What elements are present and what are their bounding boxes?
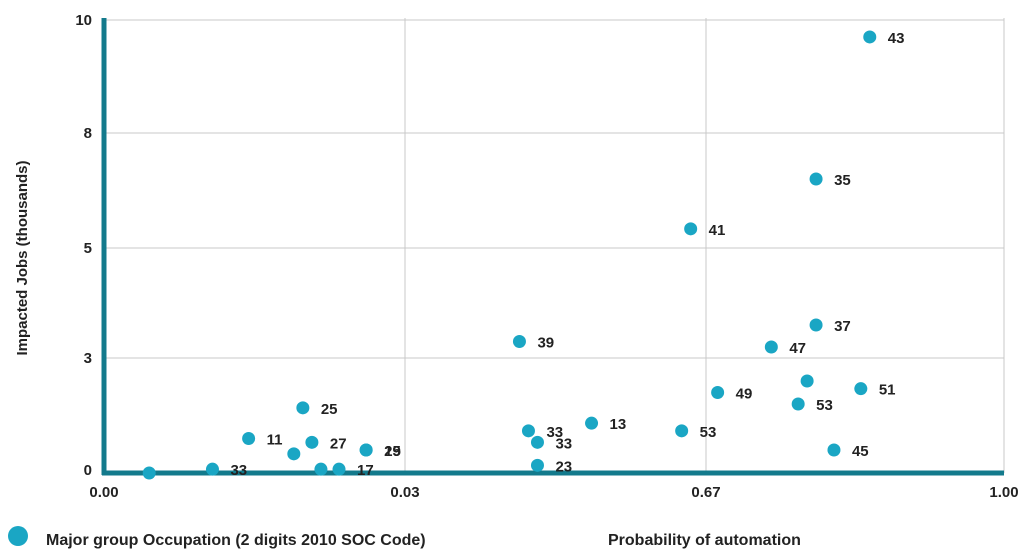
data-point [863,30,877,44]
point-label: 27 [330,435,347,452]
x-tick-label: 0.00 [89,484,118,501]
y-axis-label: Impacted Jobs (thousands) [14,160,31,355]
point-label: 23 [555,458,572,475]
data-point [314,462,328,476]
point-label: 25 [321,401,338,418]
data-point [764,340,778,354]
data-points [142,30,877,480]
data-point [332,462,346,476]
data-point [305,435,319,449]
y-tick-label: 3 [84,350,92,367]
data-point [521,424,535,438]
y-tick-label: 10 [75,12,92,29]
x-tick-label: 1.00 [989,484,1018,501]
data-point [205,462,219,476]
point-label: 49 [736,386,753,403]
data-point [809,318,823,332]
data-point [684,222,698,236]
data-point [809,172,823,186]
x-tick-label: 0.03 [390,484,419,501]
data-point [585,416,599,430]
data-point [287,447,301,461]
point-label: 33 [555,435,572,452]
point-label: 33 [546,424,563,441]
data-point [854,382,868,396]
data-point [512,335,526,348]
point-label: 53 [816,397,833,414]
point-label: 35 [834,172,851,189]
point-label: 41 [709,222,726,239]
data-point [711,386,725,399]
data-point [242,432,256,445]
data-point [296,401,310,415]
data-point [800,374,814,388]
point-label: 53 [700,424,717,441]
y-tick-label: 0 [84,462,92,479]
point-label: 45 [852,443,869,460]
data-point [530,458,544,472]
point-label: 33 [230,462,247,479]
data-point [142,466,156,480]
data-point [827,443,841,457]
y-tick-label: 8 [84,125,92,142]
data-point [359,443,373,457]
point-label: 39 [537,335,554,352]
grid-lines [104,18,1005,473]
point-label: 13 [610,416,627,433]
point-label: 37 [834,318,851,335]
legend-label: Major group Occupation (2 digits 2010 SO… [46,532,426,549]
x-axis-label: Probability of automation [608,532,801,549]
axes [101,18,1004,476]
legend-marker [8,526,28,546]
point-label: 15 [384,443,401,460]
y-tick-label: 5 [84,240,92,257]
point-label: 17 [357,462,374,479]
point-label: 43 [888,30,905,47]
point-label: 47 [789,340,806,357]
point-label: 11 [267,432,283,449]
data-point [675,424,689,438]
x-tick-label: 0.67 [691,484,720,501]
point-label: 29 [384,443,401,460]
point-label: 51 [879,382,896,399]
data-point [791,397,805,411]
data-point [530,435,544,449]
